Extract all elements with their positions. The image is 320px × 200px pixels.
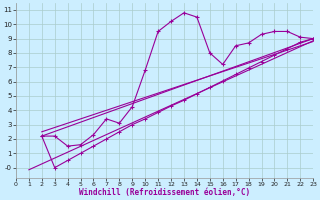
X-axis label: Windchill (Refroidissement éolien,°C): Windchill (Refroidissement éolien,°C) (79, 188, 250, 197)
